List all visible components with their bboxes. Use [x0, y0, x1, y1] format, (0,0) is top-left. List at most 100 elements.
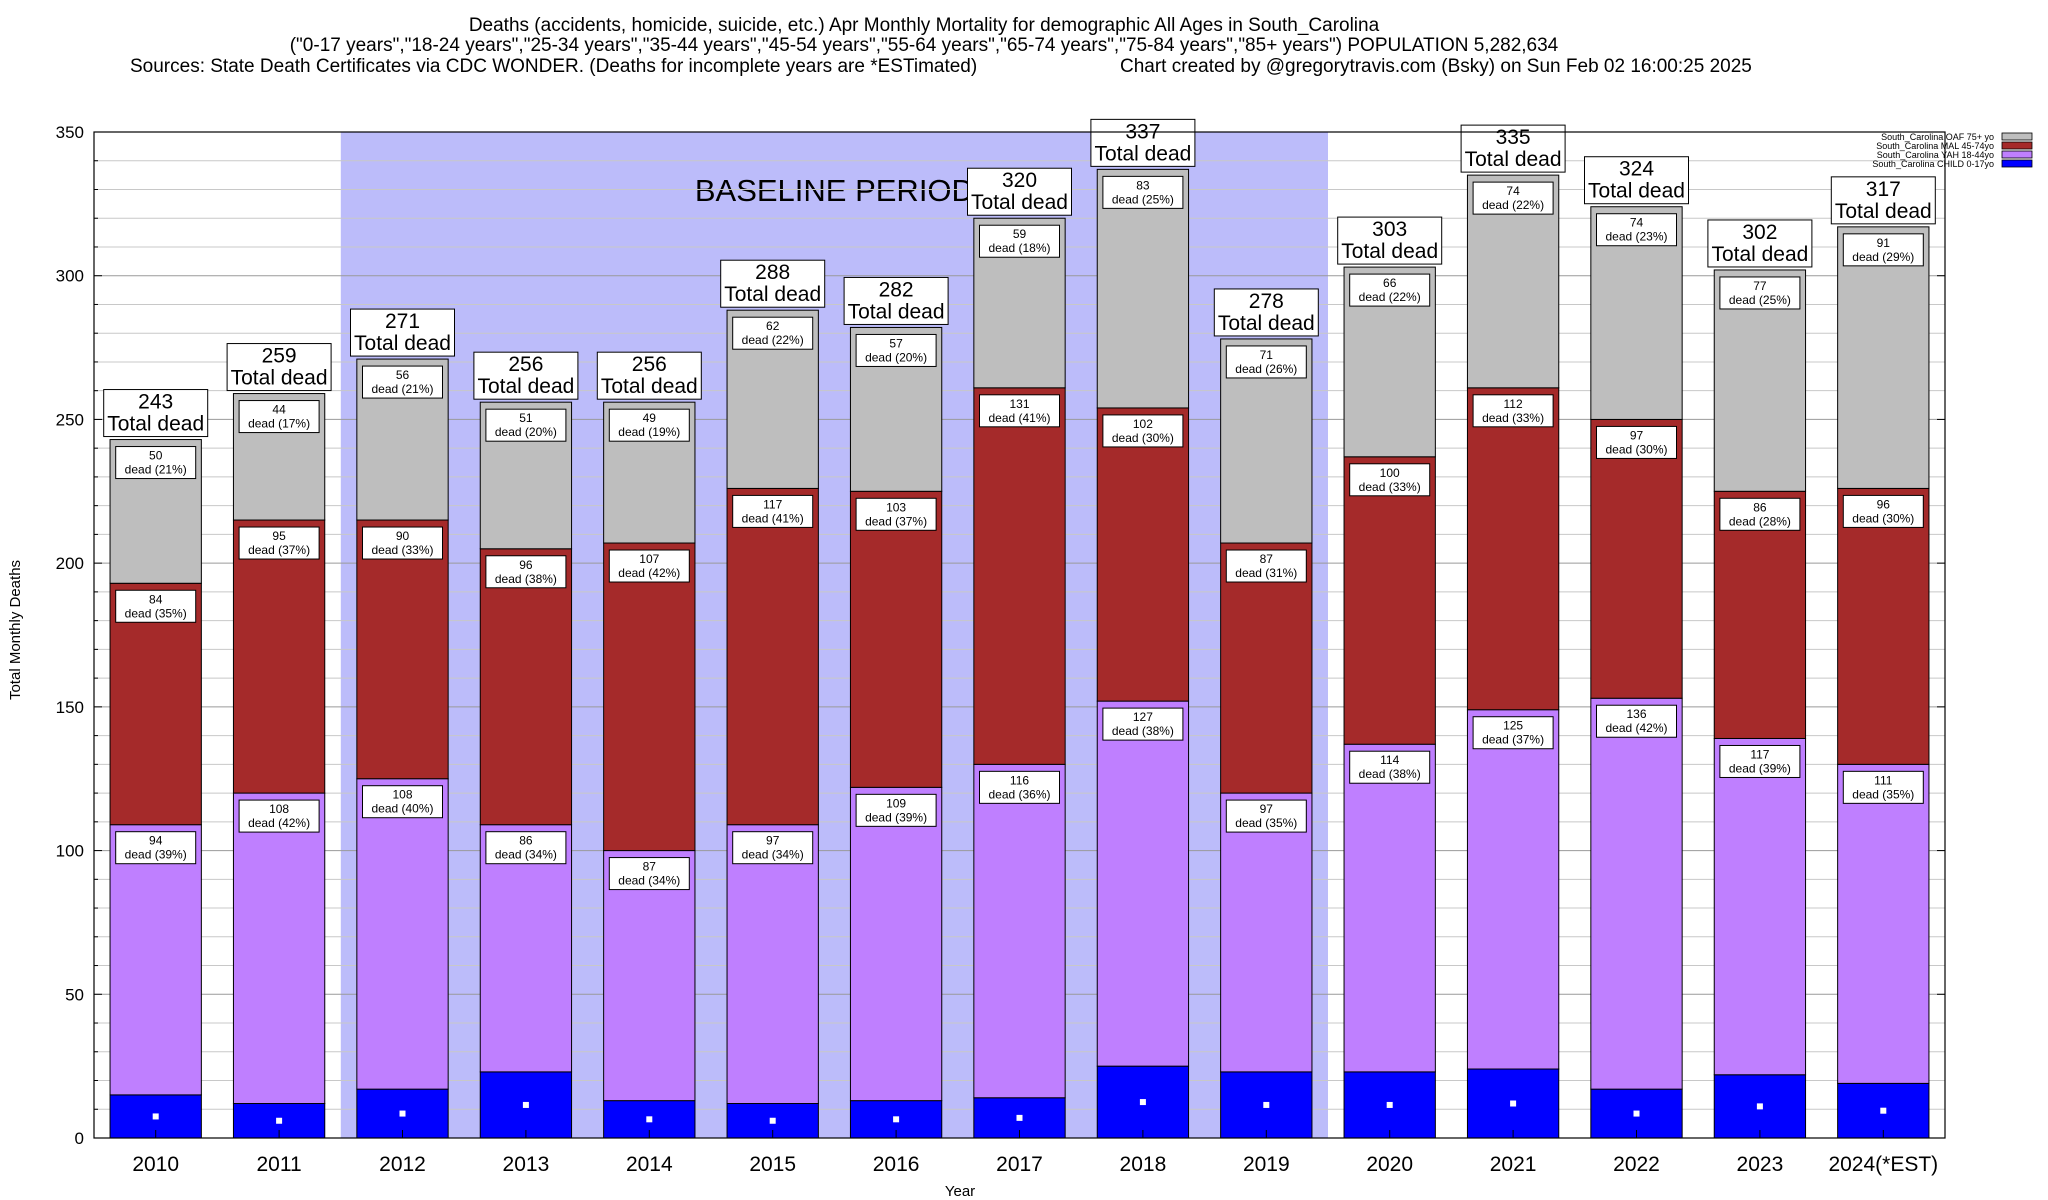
total-label-box — [843, 276, 949, 325]
total-label-text: Total dead — [1218, 312, 1315, 335]
segment-label-pct: dead (37%) — [865, 514, 927, 528]
segment-label-box — [979, 394, 1060, 428]
bar-segment — [1343, 743, 1436, 1073]
segment-label-value: 74 — [1630, 216, 1644, 230]
bar-segment — [109, 582, 202, 826]
total-label-value: 259 — [262, 345, 297, 368]
segment-label-pct: dead (19%) — [618, 425, 680, 439]
segment-label-pct: dead (38%) — [1112, 724, 1174, 738]
segment-label-box — [1596, 425, 1677, 459]
segment-label-pct: dead (29%) — [1852, 250, 1914, 264]
segment-label-box — [238, 526, 320, 560]
segment-label-pct: dead (21%) — [371, 382, 433, 396]
segment-label-pct: dead (23%) — [1605, 230, 1667, 244]
y-tick-label: 300 — [56, 267, 84, 286]
child-marker — [646, 1116, 653, 1123]
segment-label-pct: dead (33%) — [1359, 480, 1421, 494]
segment-label-box — [1102, 707, 1184, 741]
segment-label-pct: dead (26%) — [1235, 362, 1297, 376]
legend-entry: South_Carolina OAF 75+ yo — [1881, 132, 2033, 142]
bar-segment — [1096, 700, 1190, 1067]
bar-segment — [973, 763, 1066, 1099]
segment-label-pct: dead (17%) — [248, 417, 310, 431]
segment-label-value: 86 — [1753, 500, 1767, 514]
bar-stack-2010 — [109, 439, 202, 1139]
legend-swatch — [2001, 132, 2033, 141]
total-label-box — [1090, 118, 1196, 167]
total-label-box — [1584, 156, 1689, 205]
legend-entry-label: South_Carolina MAL 45-74yo — [1876, 141, 1994, 151]
bar-segment — [109, 824, 202, 1096]
segment-label-value: 103 — [886, 500, 906, 514]
bar-segment — [1096, 168, 1190, 409]
y-tick-label: 350 — [56, 123, 84, 142]
total-label-box — [1213, 288, 1319, 337]
bar-stack-2014 — [603, 401, 696, 1139]
segment-label-box — [1719, 744, 1801, 778]
total-label-value: 282 — [879, 278, 914, 301]
legend-entry-label: South_Carolina YAH 18-44yo — [1877, 150, 1994, 160]
segment-label-box — [732, 831, 814, 865]
segment-label-box — [362, 526, 443, 560]
total-label-value: 320 — [1002, 169, 1037, 192]
segment-label-value: 87 — [1260, 552, 1274, 566]
segment-label-value: 96 — [519, 558, 533, 572]
segment-label-pct: dead (39%) — [865, 810, 927, 824]
total-label-text: Total dead — [1588, 180, 1685, 203]
title-line-3-sources: Sources: State Death Certificates via CD… — [130, 56, 977, 77]
child-marker — [1016, 1114, 1023, 1121]
total-label-box — [967, 167, 1072, 216]
child-marker — [276, 1117, 283, 1124]
bar-stack-2013 — [479, 401, 573, 1139]
segment-label-box — [608, 857, 690, 891]
segment-label-value: 86 — [519, 834, 533, 848]
x-tick-label: 2016 — [873, 1153, 920, 1176]
x-tick-label: 2010 — [132, 1153, 179, 1176]
segment-label-box — [362, 785, 443, 819]
bar-stack-2019 — [1220, 338, 1313, 1139]
segment-label-box — [115, 831, 197, 865]
bar-segment — [973, 387, 1066, 765]
segment-label-pct: dead (25%) — [1729, 293, 1791, 307]
bar-segment — [1096, 407, 1190, 702]
segment-label-box — [115, 589, 197, 623]
bar-segment — [1837, 763, 1930, 1084]
title-line-3-credit: Chart created by @gregorytravis.com (Bsk… — [1120, 56, 1752, 77]
total-label-text: Total dead — [971, 191, 1068, 214]
segment-label-value: 91 — [1877, 236, 1891, 250]
x-tick-label: 2019 — [1243, 1153, 1290, 1176]
x-tick-label: 2020 — [1366, 1153, 1413, 1176]
segment-label-box — [855, 497, 937, 531]
total-label-text: Total dead — [1465, 148, 1562, 171]
total-label-box — [1707, 219, 1813, 268]
total-label-box — [1830, 176, 1936, 225]
legend-entry: South_Carolina YAH 18-44yo — [1877, 150, 2033, 160]
segment-label-pct: dead (35%) — [1852, 787, 1914, 801]
bar-stack-2016 — [849, 326, 943, 1139]
bar-segment — [849, 490, 943, 788]
segment-label-value: 116 — [1010, 773, 1029, 787]
segment-label-value: 87 — [643, 860, 657, 874]
segment-label-box — [1225, 345, 1307, 379]
segment-label-value: 51 — [519, 411, 533, 425]
total-label-text: Total dead — [848, 300, 945, 323]
segment-label-pct: dead (28%) — [1729, 514, 1791, 528]
x-tick-label: 2022 — [1613, 1153, 1660, 1176]
segment-label-box — [855, 793, 937, 827]
bar-segment — [849, 786, 943, 1102]
